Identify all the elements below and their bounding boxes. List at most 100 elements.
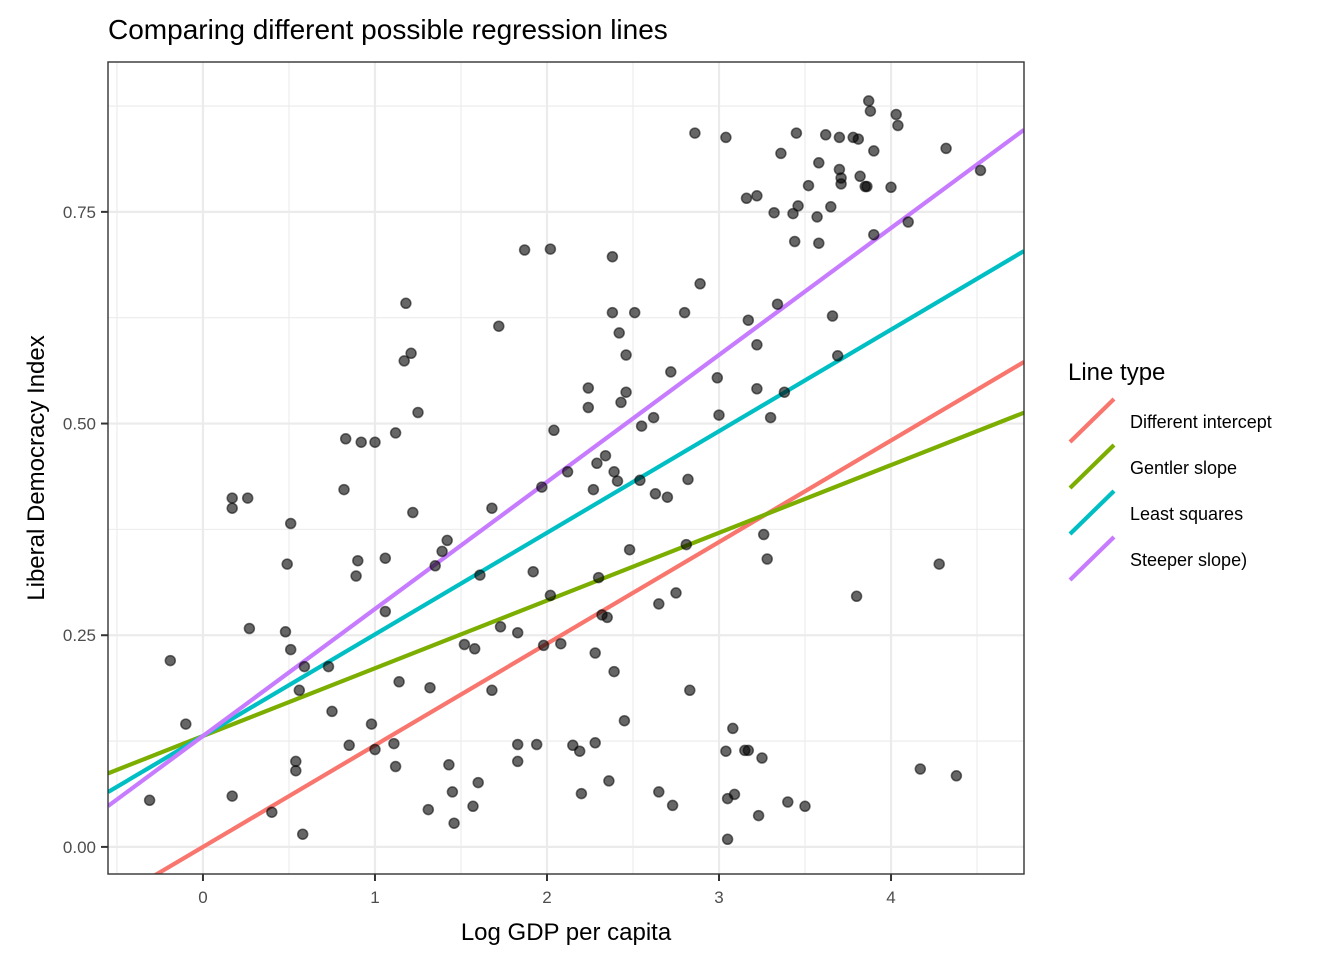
data-point xyxy=(788,235,801,248)
data-point xyxy=(868,145,880,157)
data-point xyxy=(379,552,392,564)
legend-label: Gentler slope xyxy=(1130,458,1237,478)
data-point xyxy=(281,558,293,570)
data-point xyxy=(940,142,952,155)
data-point xyxy=(589,737,601,749)
data-point xyxy=(787,207,799,220)
data-point xyxy=(601,611,613,624)
data-point xyxy=(618,714,631,727)
data-point xyxy=(653,598,665,610)
data-point xyxy=(582,401,595,414)
data-point xyxy=(811,211,823,223)
y-tick-label: 0.50 xyxy=(63,415,96,434)
legend: Line type Different intercept Gentler slo… xyxy=(1068,359,1272,582)
data-point xyxy=(764,411,777,424)
data-point xyxy=(343,739,355,752)
data-point xyxy=(536,481,548,493)
data-point xyxy=(284,643,297,656)
data-point xyxy=(429,560,441,572)
data-point xyxy=(751,339,763,351)
data-point xyxy=(678,306,691,319)
data-point xyxy=(603,775,615,787)
data-point xyxy=(561,466,574,478)
data-point xyxy=(468,643,481,655)
data-point xyxy=(518,244,531,256)
data-point xyxy=(494,621,507,633)
data-point xyxy=(424,681,436,694)
data-point xyxy=(914,763,927,775)
legend-title: Line type xyxy=(1068,359,1165,386)
data-point xyxy=(412,406,424,419)
data-point xyxy=(369,743,381,756)
data-point xyxy=(226,790,238,802)
data-point xyxy=(761,553,773,565)
data-point xyxy=(628,306,641,319)
data-point xyxy=(530,738,543,751)
data-point xyxy=(350,570,362,582)
data-point xyxy=(296,828,309,840)
data-point xyxy=(326,705,338,718)
data-point xyxy=(819,129,832,141)
x-tick-label: 4 xyxy=(886,888,895,907)
data-point xyxy=(379,605,392,618)
data-point xyxy=(164,654,177,667)
legend-entry: Steeper slope) xyxy=(1068,535,1247,582)
data-point xyxy=(369,436,381,448)
data-point xyxy=(226,502,238,514)
data-point xyxy=(771,298,784,310)
data-point xyxy=(511,738,524,751)
data-point xyxy=(623,543,636,556)
data-point xyxy=(720,745,732,757)
data-point xyxy=(813,157,825,169)
data-point xyxy=(436,545,448,558)
data-point xyxy=(591,457,603,470)
data-point xyxy=(661,491,674,503)
data-point xyxy=(782,796,794,808)
data-point xyxy=(486,502,498,514)
panel-border xyxy=(107,61,1025,875)
data-point xyxy=(635,420,648,432)
data-point xyxy=(422,803,435,816)
data-point xyxy=(527,565,539,578)
data-point xyxy=(573,745,586,757)
x-tick-label: 1 xyxy=(370,888,379,907)
data-point xyxy=(226,492,238,504)
data-point xyxy=(608,466,620,478)
legend-key xyxy=(1068,489,1116,536)
data-point xyxy=(555,637,567,650)
legend-key xyxy=(1068,535,1116,582)
data-point xyxy=(493,320,505,332)
data-point xyxy=(241,492,254,504)
data-point xyxy=(835,178,847,190)
data-point xyxy=(339,433,352,445)
data-point xyxy=(284,517,297,530)
data-point xyxy=(266,806,278,818)
x-tick-label: 2 xyxy=(542,888,551,907)
legend-entry: Least squares xyxy=(1068,489,1243,536)
data-point xyxy=(474,569,486,581)
data-point xyxy=(728,788,741,801)
data-point xyxy=(670,587,682,599)
data-point xyxy=(587,483,600,496)
data-point xyxy=(740,192,753,205)
data-point xyxy=(405,347,417,360)
data-point xyxy=(802,179,815,192)
data-point xyxy=(548,424,560,437)
data-point xyxy=(757,528,770,541)
y-axis: 0.00 0.25 0.50 0.75 xyxy=(63,203,108,857)
x-axis-title: Log GDP per capita xyxy=(461,919,672,946)
data-point xyxy=(902,216,914,228)
data-point xyxy=(365,718,378,730)
data-point xyxy=(243,622,256,635)
legend-key xyxy=(1068,397,1116,444)
data-point xyxy=(298,660,311,673)
data-point xyxy=(666,799,679,812)
data-point xyxy=(775,147,787,160)
line-different-intercept xyxy=(152,360,1024,874)
data-point xyxy=(180,718,192,730)
data-point xyxy=(611,475,624,487)
data-point xyxy=(589,647,601,659)
data-point xyxy=(852,133,865,145)
data-point xyxy=(582,382,595,394)
